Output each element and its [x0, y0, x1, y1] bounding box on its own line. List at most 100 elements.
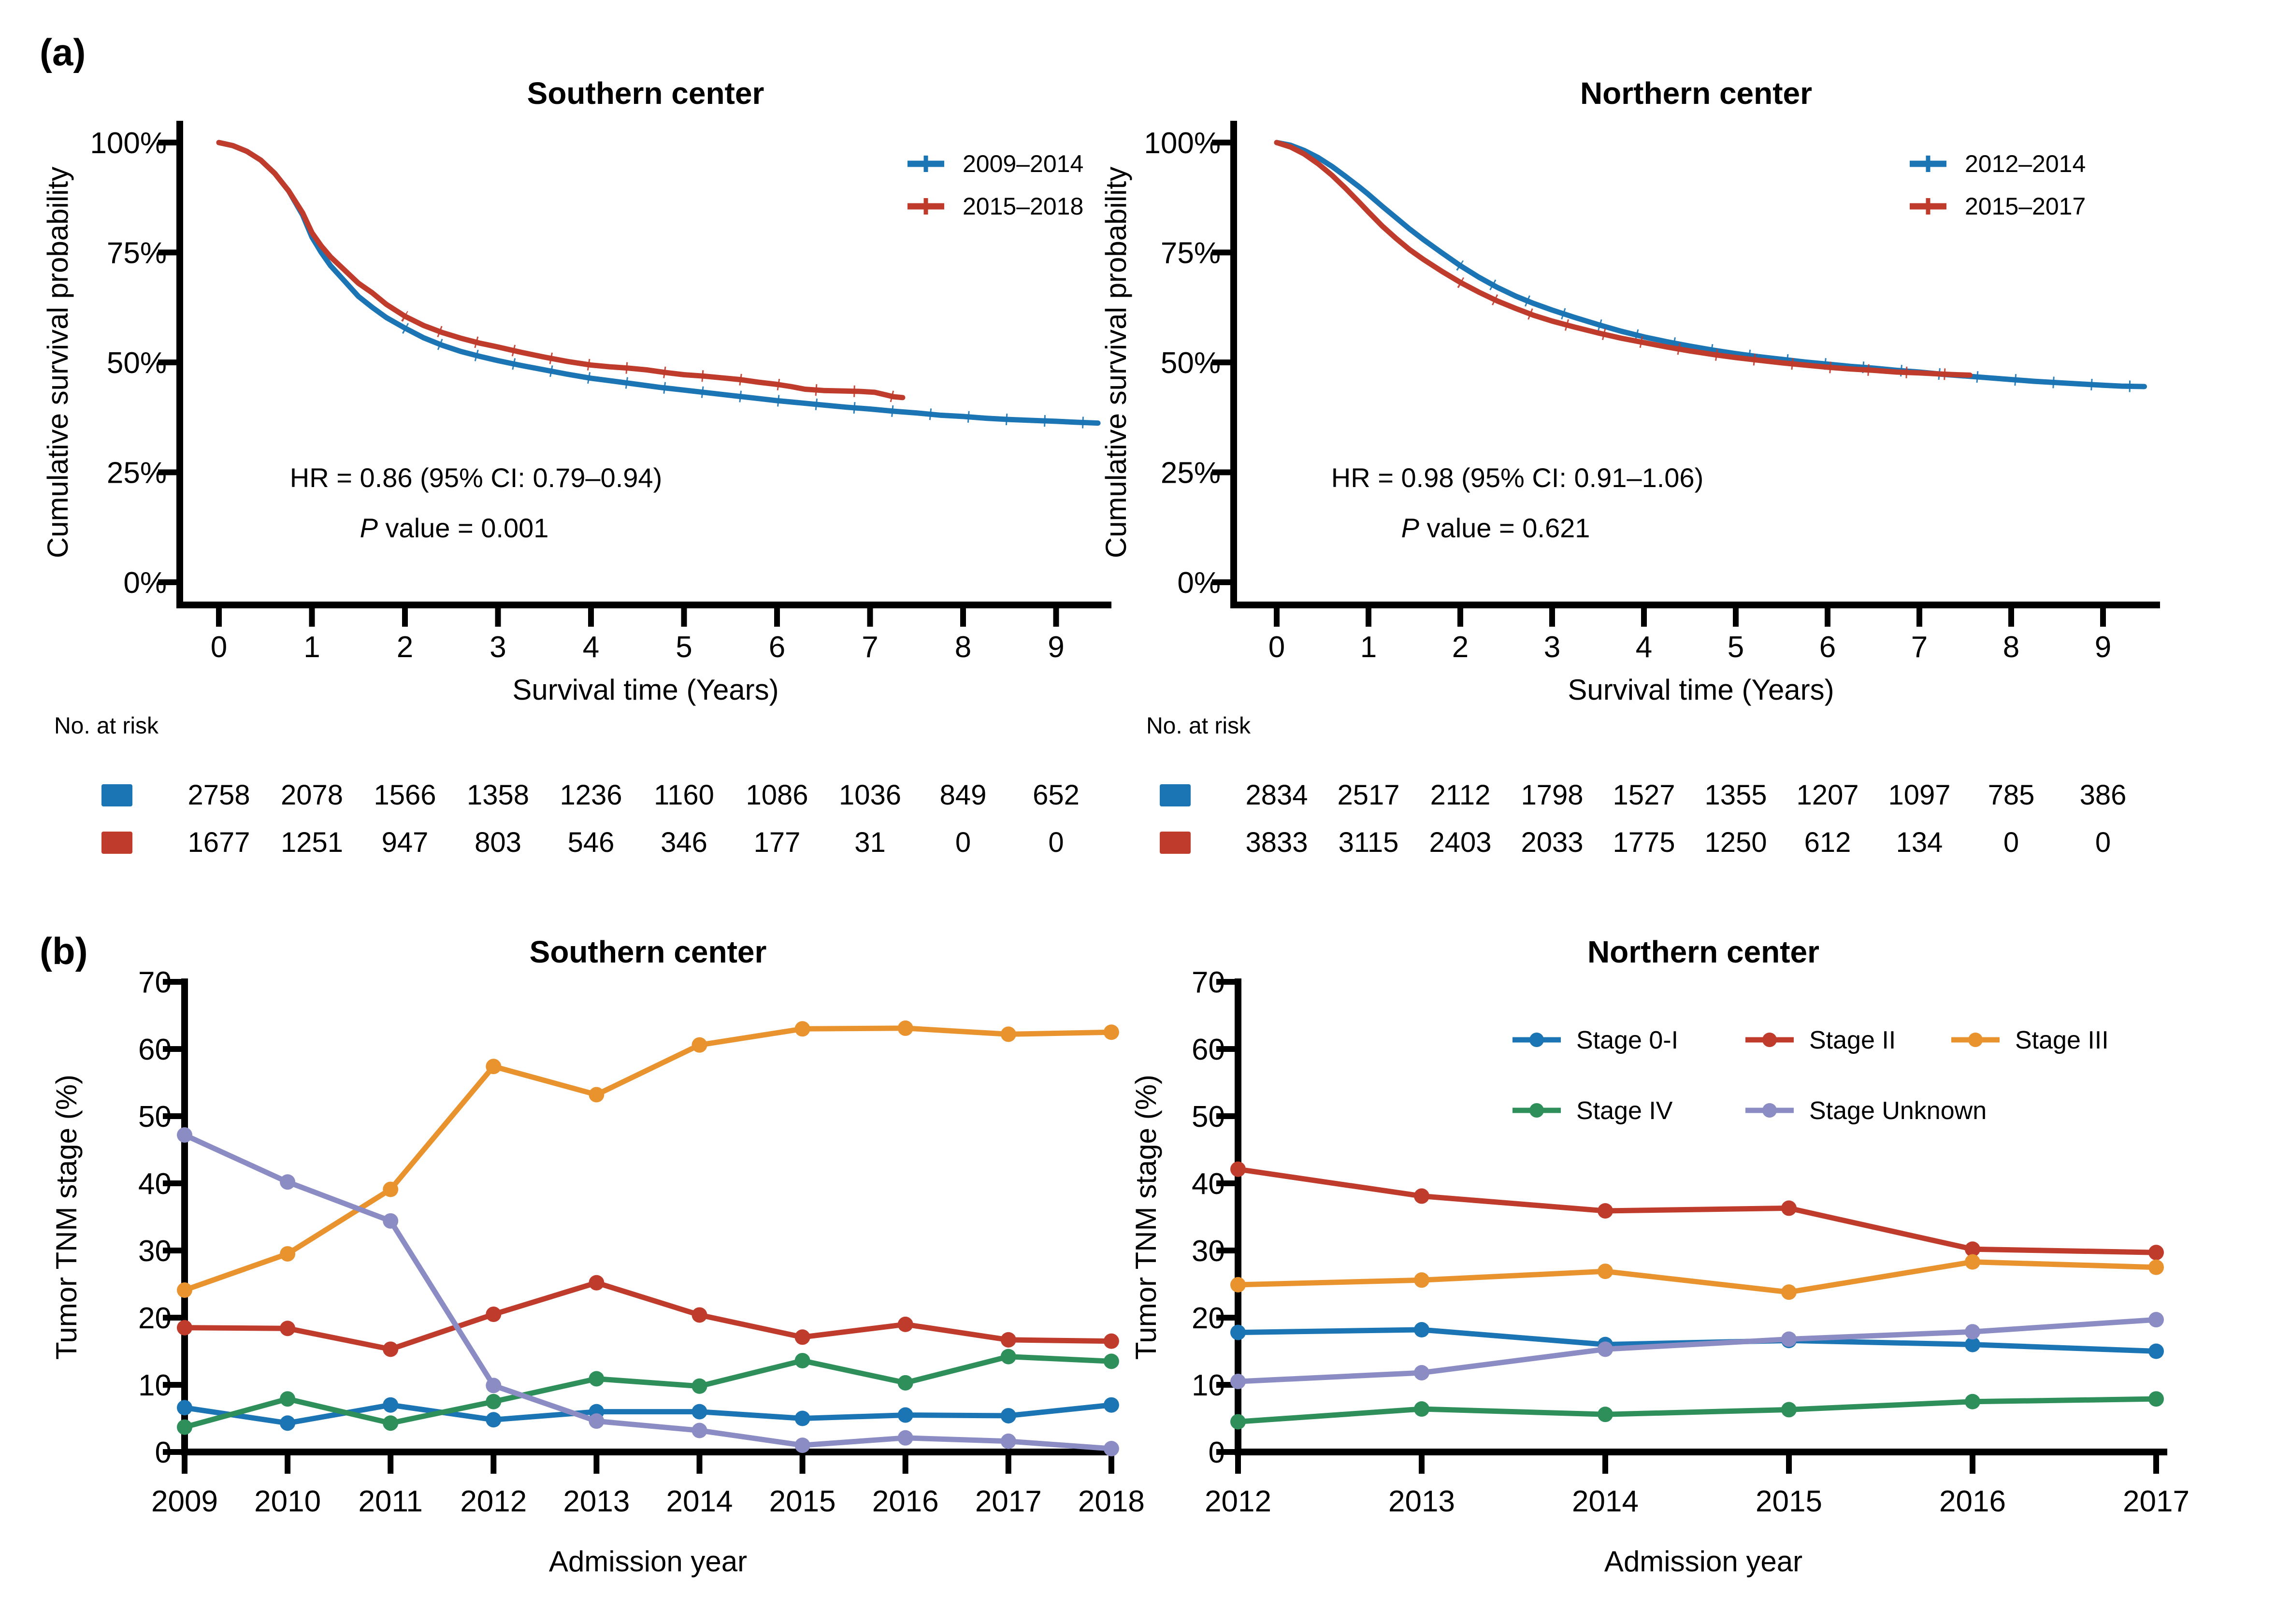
legend-label: Stage II — [1809, 1026, 1896, 1054]
data-point — [2148, 1391, 2164, 1407]
data-point — [1230, 1374, 1246, 1390]
risk-count: 2517 — [1337, 779, 1399, 811]
data-point — [1230, 1324, 1246, 1340]
risk-count: 2033 — [1521, 827, 1583, 858]
p-value-annotation: P value = 0.001 — [360, 513, 549, 543]
trend-line — [182, 1354, 1114, 1430]
risk-count: 947 — [382, 827, 429, 858]
x-tick-label: 7 — [1911, 631, 1928, 664]
risk-row-marker — [1160, 784, 1191, 806]
y-tick-label: 0 — [155, 1436, 172, 1469]
data-point — [691, 1307, 707, 1323]
no-at-risk-label: No. at risk — [1146, 713, 1251, 739]
data-point — [177, 1419, 192, 1435]
data-point — [794, 1021, 810, 1037]
data-point — [1965, 1324, 1980, 1340]
x-tick-label: 9 — [2095, 631, 2111, 664]
x-tick-label: 2013 — [1388, 1485, 1455, 1518]
risk-count: 1358 — [467, 779, 529, 811]
x-tick-label: 8 — [2003, 631, 2019, 664]
data-point — [691, 1423, 707, 1438]
data-point — [486, 1394, 502, 1409]
x-tick-label: 2 — [1452, 631, 1469, 664]
risk-count: 2112 — [1430, 779, 1491, 811]
trend-line — [1235, 1396, 2159, 1424]
risk-count: 546 — [568, 827, 615, 858]
risk-count: 0 — [2095, 827, 2111, 858]
y-tick-label: 75% — [1161, 237, 1221, 270]
risk-count: 1207 — [1796, 779, 1858, 811]
data-point — [177, 1320, 192, 1336]
x-tick-label: 2010 — [254, 1485, 321, 1518]
x-tick-label: 2015 — [1756, 1485, 1822, 1518]
legend-dot — [1762, 1103, 1777, 1118]
trend-line — [1235, 1259, 2159, 1295]
risk-count: 849 — [940, 779, 987, 811]
data-point — [1598, 1203, 1613, 1219]
x-tick-label: 2018 — [1078, 1485, 1145, 1518]
data-point — [1965, 1337, 1980, 1352]
risk-count: 386 — [2080, 779, 2127, 811]
data-point — [383, 1397, 399, 1413]
x-tick-label: 5 — [676, 631, 692, 664]
km-curve — [216, 140, 1101, 426]
data-point — [1000, 1408, 1016, 1423]
legend-dot — [1529, 1033, 1544, 1047]
chart-km-northern: 0% 25% 50% 75% 100% 0 1 2 3 4 5 6 7 8 9 Northern center… — [1100, 76, 2160, 858]
data-point — [2148, 1245, 2164, 1261]
data-point — [897, 1430, 913, 1446]
x-tick-label: 9 — [1048, 631, 1064, 664]
x-axis-title: Survival time (Years) — [1568, 674, 1834, 706]
x-tick-label: 2017 — [2123, 1485, 2190, 1518]
y-tick-label: 100% — [90, 127, 167, 160]
data-point — [1781, 1402, 1797, 1418]
x-tick-label: 2017 — [975, 1485, 1042, 1518]
risk-count: 1250 — [1704, 827, 1767, 858]
data-point — [177, 1127, 192, 1143]
data-point — [1781, 1331, 1797, 1347]
data-point — [897, 1020, 913, 1036]
data-point — [280, 1174, 296, 1190]
legend-label: Stage Unknown — [1809, 1097, 1987, 1125]
risk-count: 3833 — [1245, 827, 1308, 858]
x-tick-label: 3 — [1544, 631, 1560, 664]
data-point — [1000, 1349, 1016, 1365]
chart-km-southern: 0% 25% 50% 75% 100% 0 1 2 3 4 5 6 7 8 9 Southern center… — [42, 76, 1111, 858]
data-point — [1414, 1365, 1429, 1380]
x-tick-label: 0 — [211, 631, 227, 664]
data-point — [1965, 1241, 1980, 1257]
chart-tnm-northern: 0 10 20 30 40 50 60 70 2012 2013 2014 2015 2016 2017 N… — [1130, 934, 2190, 1578]
data-point — [383, 1341, 399, 1357]
risk-count: 0 — [1048, 827, 1064, 858]
y-tick-label: 100% — [1144, 127, 1221, 160]
risk-count: 803 — [475, 827, 521, 858]
data-point — [794, 1410, 810, 1426]
data-point — [383, 1415, 399, 1431]
data-point — [589, 1371, 605, 1387]
x-axis-title: Admission year — [1604, 1545, 1802, 1578]
y-tick-label: 60 — [1192, 1033, 1225, 1066]
x-tick-label: 4 — [1636, 631, 1652, 664]
trend-line — [1235, 1327, 2159, 1354]
risk-row-marker — [101, 784, 132, 806]
hr-annotation: HR = 0.98 (95% CI: 0.91–1.06) — [1331, 462, 1703, 493]
legend-label: Stage III — [2015, 1026, 2109, 1054]
data-point — [1414, 1401, 1429, 1417]
x-tick-label: 6 — [769, 631, 785, 664]
x-tick-label: 2011 — [359, 1485, 423, 1518]
km-curve — [1274, 140, 2147, 389]
risk-count: 1036 — [839, 779, 901, 811]
y-tick-label: 0% — [1177, 566, 1221, 600]
y-tick-label: 50 — [1192, 1100, 1225, 1134]
legend-label: Stage IV — [1576, 1097, 1673, 1125]
data-point — [1230, 1277, 1246, 1293]
data-point — [1414, 1272, 1429, 1288]
risk-count: 177 — [754, 827, 801, 858]
risk-count: 31 — [854, 827, 886, 858]
y-axis-title: Cumulative survival probability — [42, 167, 74, 558]
x-tick-label: 2012 — [1205, 1485, 1271, 1518]
x-tick-label: 3 — [490, 631, 506, 664]
chart-title: Southern center — [527, 76, 764, 111]
risk-count: 1566 — [374, 779, 436, 811]
